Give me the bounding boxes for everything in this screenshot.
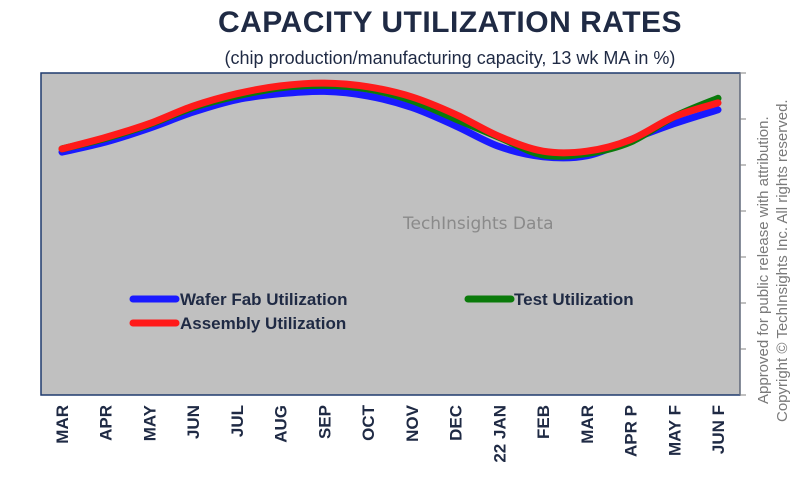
x-tick-label: NOV [403,404,422,442]
x-tick-label: FEB [534,405,553,439]
x-tick-label: 22 JAN [490,405,509,463]
legend-label-test: Test Utilization [514,290,634,309]
legend-label-wafer-fab: Wafer Fab Utilization [180,290,348,309]
x-tick-label: AUG [272,405,291,443]
x-tick-label: MAY [140,404,159,441]
chart-title: CAPACITY UTILIZATION RATES [217,6,683,39]
x-tick-label: JUN F [709,405,728,454]
x-tick-label: APR P [622,405,641,457]
x-tick-label: MAY F [665,405,684,456]
chart-subtitle: (chip production/manufacturing capacity,… [224,48,676,68]
series-line-assembly [58,79,722,157]
x-tick-label: DEC [447,405,466,441]
x-tick-label: APR [97,405,116,441]
watermark-text: TechInsights Data [402,214,554,234]
x-tick-label: MAR [53,405,72,444]
x-tick-label: JUN [184,405,203,439]
legend-label-assembly: Assembly Utilization [180,314,346,333]
x-tick-label: JUL [228,405,247,437]
x-tick-label: OCT [359,404,378,441]
x-tick-label: SEP [315,405,334,439]
x-tick-label: MAR [578,405,597,444]
